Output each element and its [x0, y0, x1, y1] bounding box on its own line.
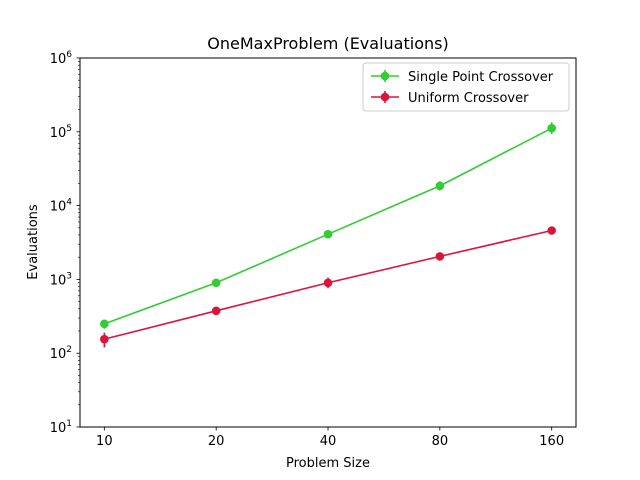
y-tick-label: 104 [50, 198, 73, 215]
legend-item: Uniform Crossover [371, 91, 529, 106]
y-tick-exponent: 3 [66, 271, 72, 281]
y-tick-exponent: 5 [66, 124, 72, 134]
y-axis-label: Evaluations [26, 204, 41, 280]
y-tick-label: 106 [50, 50, 73, 67]
y-tick-label: 103 [50, 271, 72, 288]
y-tick-label: 101 [50, 419, 72, 436]
legend-marker [380, 92, 390, 102]
chart-title: OneMaxProblem (Evaluations) [207, 34, 448, 53]
x-tick-label: 80 [432, 434, 449, 449]
data-point [100, 319, 109, 329]
y-tick-exponent: 2 [66, 345, 72, 355]
data-point [547, 226, 557, 235]
legend-label: Uniform Crossover [408, 91, 529, 106]
data-point [100, 334, 109, 344]
data-point [435, 181, 445, 191]
y-tick-exponent: 4 [66, 198, 72, 208]
y-tick-base: 10 [50, 347, 67, 362]
x-tick-label: 20 [208, 434, 225, 449]
legend-label: Single Point Crossover [408, 70, 554, 85]
y-tick-base: 10 [50, 200, 67, 215]
x-tick-label: 40 [320, 434, 337, 449]
data-point [211, 278, 221, 288]
y-tick-base: 10 [50, 421, 67, 436]
legend-marker [380, 71, 390, 81]
plot-area [100, 122, 557, 348]
series-2 [100, 226, 557, 348]
y-tick-base: 10 [50, 126, 67, 141]
x-axis: 10 20 40 80 160 [96, 427, 564, 449]
x-tick-label: 10 [96, 434, 113, 449]
y-tick-exponent: 1 [66, 419, 72, 429]
x-tick-label: 160 [539, 434, 564, 449]
data-point [323, 278, 333, 288]
y-tick-exponent: 6 [66, 50, 72, 60]
y-tick-base: 10 [50, 52, 67, 67]
y-tick-label: 105 [50, 124, 72, 141]
legend-box [362, 62, 570, 112]
data-point [435, 252, 445, 261]
series-1 [100, 122, 557, 329]
x-axis-label: Problem Size [286, 456, 370, 471]
data-point [211, 306, 221, 316]
y-tick-base: 10 [50, 273, 67, 288]
data-point [547, 123, 557, 133]
data-point [323, 229, 333, 239]
legend: Single Point Crossover Uniform Crossover [362, 62, 570, 112]
legend-item: Single Point Crossover [371, 70, 554, 85]
y-tick-label: 102 [50, 345, 72, 362]
